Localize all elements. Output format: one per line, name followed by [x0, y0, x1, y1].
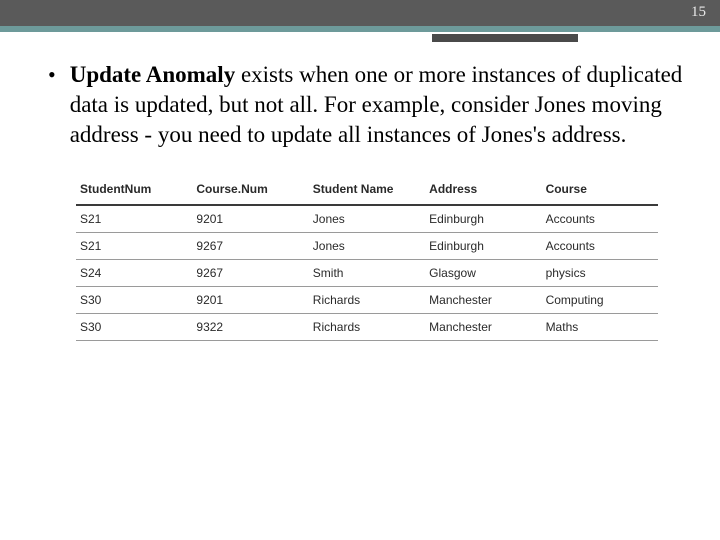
table-cell: Edinburgh	[425, 233, 541, 260]
table-cell: physics	[542, 260, 658, 287]
table-header: Course	[542, 176, 658, 205]
table-cell: S24	[76, 260, 192, 287]
table-row: S30 9322 Richards Manchester Maths	[76, 314, 658, 341]
table-cell: Accounts	[542, 233, 658, 260]
table-cell: 9201	[192, 287, 308, 314]
table-cell: S30	[76, 287, 192, 314]
data-table-wrap: StudentNum Course.Num Student Name Addre…	[76, 176, 658, 341]
bullet-item: • Update Anomaly exists when one or more…	[48, 60, 686, 150]
table-cell: Manchester	[425, 314, 541, 341]
table-cell: Accounts	[542, 205, 658, 233]
table-header: StudentNum	[76, 176, 192, 205]
table-row: S21 9201 Jones Edinburgh Accounts	[76, 205, 658, 233]
table-row: S24 9267 Smith Glasgow physics	[76, 260, 658, 287]
table-header-row: StudentNum Course.Num Student Name Addre…	[76, 176, 658, 205]
table-cell: 9201	[192, 205, 308, 233]
page-number: 15	[691, 4, 706, 21]
table-row: S21 9267 Jones Edinburgh Accounts	[76, 233, 658, 260]
table-cell: Richards	[309, 314, 425, 341]
table-row: S30 9201 Richards Manchester Computing	[76, 287, 658, 314]
table-header: Course.Num	[192, 176, 308, 205]
table-cell: 9267	[192, 260, 308, 287]
table-body: S21 9201 Jones Edinburgh Accounts S21 92…	[76, 205, 658, 341]
table-cell: Jones	[309, 233, 425, 260]
table-cell: Jones	[309, 205, 425, 233]
table-header: Address	[425, 176, 541, 205]
table-cell: Computing	[542, 287, 658, 314]
table-cell: S21	[76, 205, 192, 233]
table-cell: 9267	[192, 233, 308, 260]
table-cell: Maths	[542, 314, 658, 341]
table-cell: S30	[76, 314, 192, 341]
lead-term: Update Anomaly	[70, 62, 236, 87]
accent-bar	[432, 34, 578, 42]
table-cell: 9322	[192, 314, 308, 341]
table-cell: Richards	[309, 287, 425, 314]
data-table: StudentNum Course.Num Student Name Addre…	[76, 176, 658, 341]
table-cell: Edinburgh	[425, 205, 541, 233]
table-header: Student Name	[309, 176, 425, 205]
table-cell: Glasgow	[425, 260, 541, 287]
table-cell: S21	[76, 233, 192, 260]
slide-content: • Update Anomaly exists when one or more…	[0, 32, 720, 341]
table-cell: Manchester	[425, 287, 541, 314]
table-cell: Smith	[309, 260, 425, 287]
bullet-marker: •	[48, 60, 56, 90]
header-bar: 15	[0, 0, 720, 26]
paragraph: Update Anomaly exists when one or more i…	[70, 60, 686, 150]
